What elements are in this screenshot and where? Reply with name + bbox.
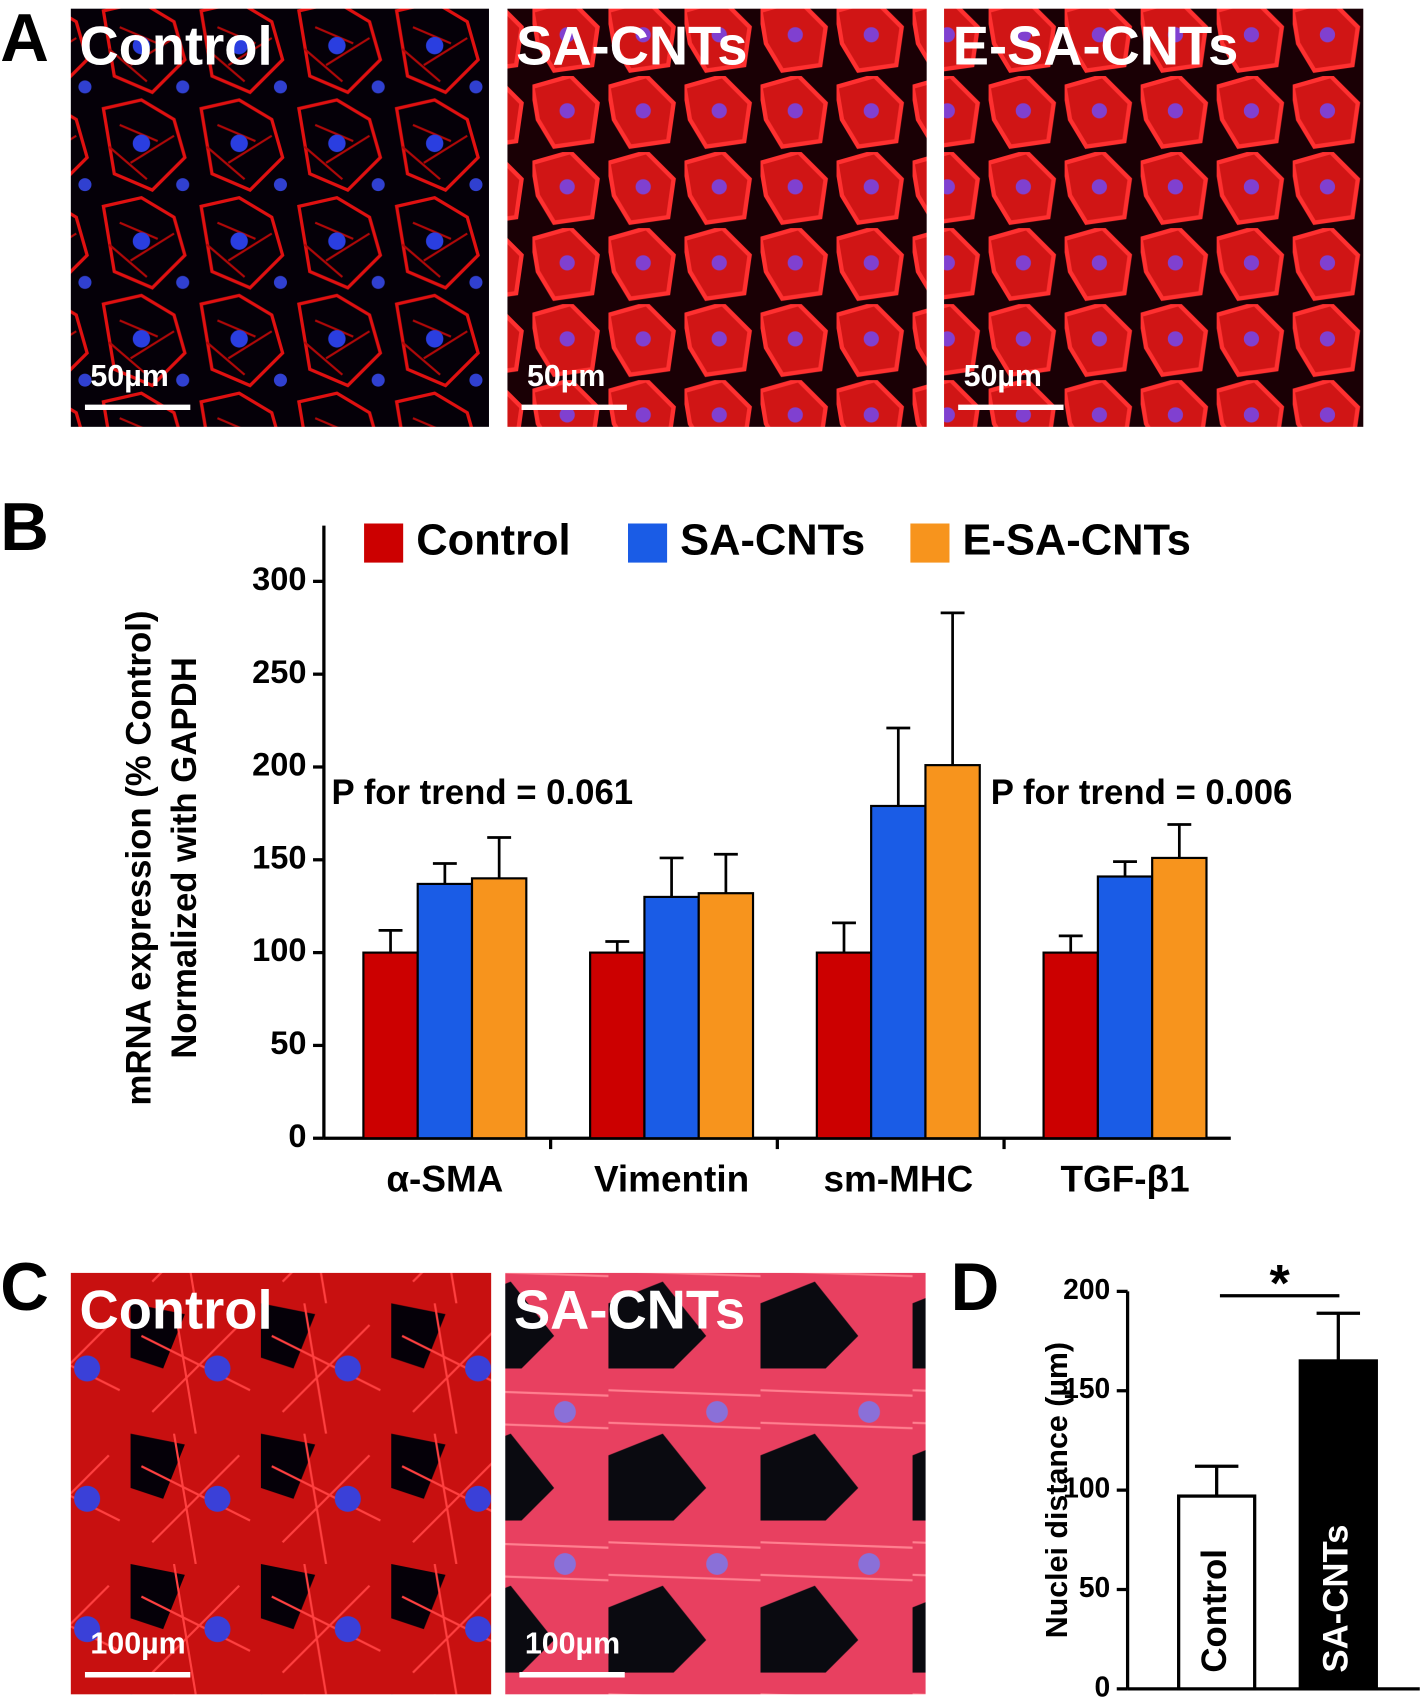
panel-label: A [0,1,49,76]
image-label: Control [80,1280,273,1341]
x-tick-label: TGF-β1 [1060,1158,1189,1199]
legend-label: Control [416,517,570,565]
x-tick-label: α-SMA [386,1158,503,1199]
image-label: SA-CNTs [516,15,747,76]
bar [362,951,419,1140]
annotation: P for trend = 0.006 [991,774,1293,812]
y-tick-label: 50 [1079,1571,1110,1603]
bar [643,895,700,1140]
significance-marker: * [1270,1255,1291,1313]
micrograph [944,8,1364,427]
image-label: SA-CNTs [514,1280,745,1341]
y-tick-label: 50 [270,1025,306,1061]
y-axis-title: Normalized with GAPDH [166,657,204,1059]
x-tick-label: Control [1196,1549,1234,1673]
micrograph [507,8,927,427]
x-tick-label: SA-CNTs [1317,1525,1355,1673]
micrograph [70,1272,492,1695]
micrograph [505,1272,926,1695]
x-tick-label: Vimentin [594,1158,749,1199]
y-tick-label: 200 [1063,1273,1110,1305]
legend-swatch [910,523,950,563]
y-tick-label: 100 [1063,1472,1110,1504]
micrograph [70,8,489,427]
panel-label: B [0,490,49,565]
legend-swatch [627,523,668,563]
bar [416,882,474,1140]
scale-bar-label: 100µm [90,1626,185,1660]
y-axis-title: Nuclei distance (µm) [1040,1342,1074,1638]
scale-bar-label: 50µm [964,359,1042,393]
scale-bar-label: 50µm [527,359,605,393]
y-tick-label: 300 [252,561,306,597]
bar [470,877,528,1140]
y-axis-title: mRNA expression (% Control) [121,611,159,1106]
bar [815,951,873,1140]
bar [1096,875,1154,1140]
panel-label: D [951,1250,1000,1325]
y-tick-label: 250 [252,654,306,690]
annotation: P for trend = 0.061 [331,774,633,812]
scale-bar-label: 50µm [90,359,168,393]
legend-swatch [364,523,404,563]
bar [697,892,755,1140]
bar [1177,1494,1257,1691]
y-tick-label: 150 [1063,1372,1110,1404]
y-tick-label: 150 [252,839,306,875]
y-tick-label: 100 [252,932,306,968]
bar [870,804,927,1140]
bar [1298,1359,1378,1691]
panel-label: C [0,1250,49,1325]
x-tick-label: sm-MHC [823,1158,973,1199]
legend-label: SA-CNTs [680,517,865,565]
scale-bar-label: 100µm [525,1626,620,1660]
bar [589,951,646,1140]
y-tick-label: 200 [252,747,306,783]
y-tick-label: 0 [288,1118,306,1154]
legend-label: E-SA-CNTs [963,517,1191,565]
y-tick-label: 0 [1095,1670,1111,1702]
image-label: E-SA-CNTs [953,15,1239,76]
image-label: Control [80,15,273,76]
bar [1151,856,1208,1140]
bar [1042,951,1099,1140]
bar [924,764,981,1140]
